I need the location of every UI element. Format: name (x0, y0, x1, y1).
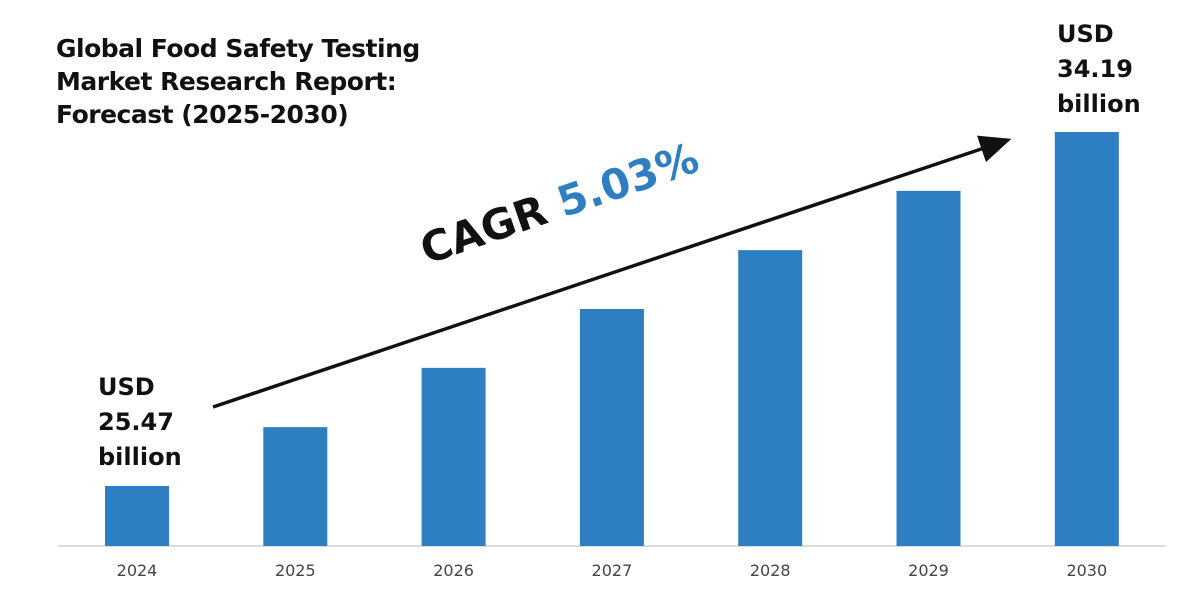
x-tick-label: 2024 (117, 561, 158, 580)
bar-2029 (896, 190, 961, 546)
start-value-label: USD 25.47 billion (98, 370, 182, 475)
end-label-unit: billion (1057, 90, 1141, 118)
end-label-currency: USD (1057, 20, 1114, 48)
x-tick-label: 2030 (1066, 561, 1107, 580)
bar-2027 (579, 309, 644, 546)
growth-arrow (212, 135, 1012, 409)
bar-2025 (263, 427, 328, 546)
bar-2028 (738, 250, 803, 546)
end-label-value: 34.19 (1057, 55, 1133, 83)
bar-2030 (1054, 132, 1119, 546)
x-tick-label: 2028 (750, 561, 791, 580)
chart-title: Global Food Safety Testing Market Resear… (56, 34, 420, 129)
bar-2026 (421, 367, 486, 546)
start-label-unit: billion (98, 443, 182, 471)
x-tick-label: 2027 (592, 561, 633, 580)
x-tick-label: 2025 (275, 561, 316, 580)
bar-2024 (105, 486, 169, 546)
x-tick-label: 2026 (433, 561, 474, 580)
start-label-value: 25.47 (98, 408, 174, 436)
start-label-currency: USD (98, 373, 155, 401)
end-value-label: USD 34.19 billion (1057, 17, 1141, 122)
x-tick-label: 2029 (908, 561, 949, 580)
